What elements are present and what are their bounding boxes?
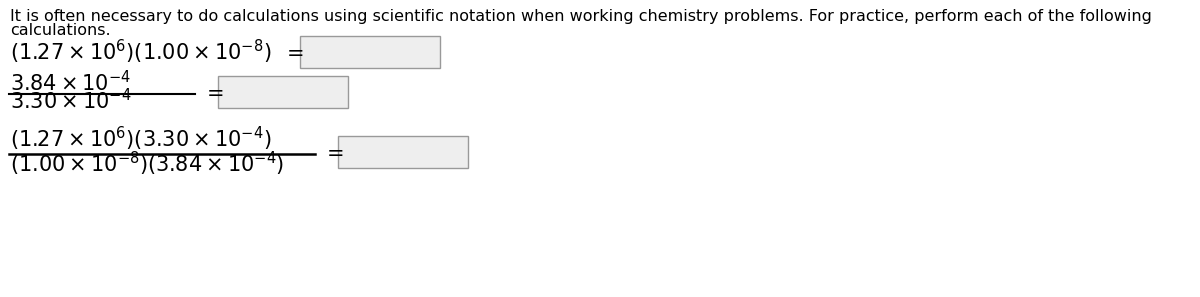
Text: $\mathregular{=}$: $\mathregular{=}$	[322, 141, 343, 162]
FancyBboxPatch shape	[300, 36, 440, 68]
Text: It is often necessary to do calculations using scientific notation when working : It is often necessary to do calculations…	[10, 9, 1152, 24]
Text: $\mathregular{(1.27 \times 10^{6})(3.30 \times 10^{-4})}$: $\mathregular{(1.27 \times 10^{6})(3.30 …	[10, 125, 271, 153]
Text: calculations.: calculations.	[10, 23, 110, 38]
FancyBboxPatch shape	[338, 135, 468, 168]
FancyBboxPatch shape	[218, 76, 348, 108]
Text: $\mathregular{(1.00 \times 10^{-8})(3.84 \times 10^{-4})}$: $\mathregular{(1.00 \times 10^{-8})(3.84…	[10, 150, 284, 178]
Text: $\mathregular{(1.27 \times 10^{6})(1.00 \times 10^{-8})}$: $\mathregular{(1.27 \times 10^{6})(1.00 …	[10, 38, 271, 66]
Text: $\mathregular{3.30 \times 10^{-4}}$: $\mathregular{3.30 \times 10^{-4}}$	[10, 89, 132, 113]
Text: $\mathregular{=}$: $\mathregular{=}$	[282, 42, 304, 62]
Text: $\mathregular{3.84 \times 10^{-4}}$: $\mathregular{3.84 \times 10^{-4}}$	[10, 70, 131, 96]
Text: $\mathregular{=}$: $\mathregular{=}$	[202, 82, 223, 102]
